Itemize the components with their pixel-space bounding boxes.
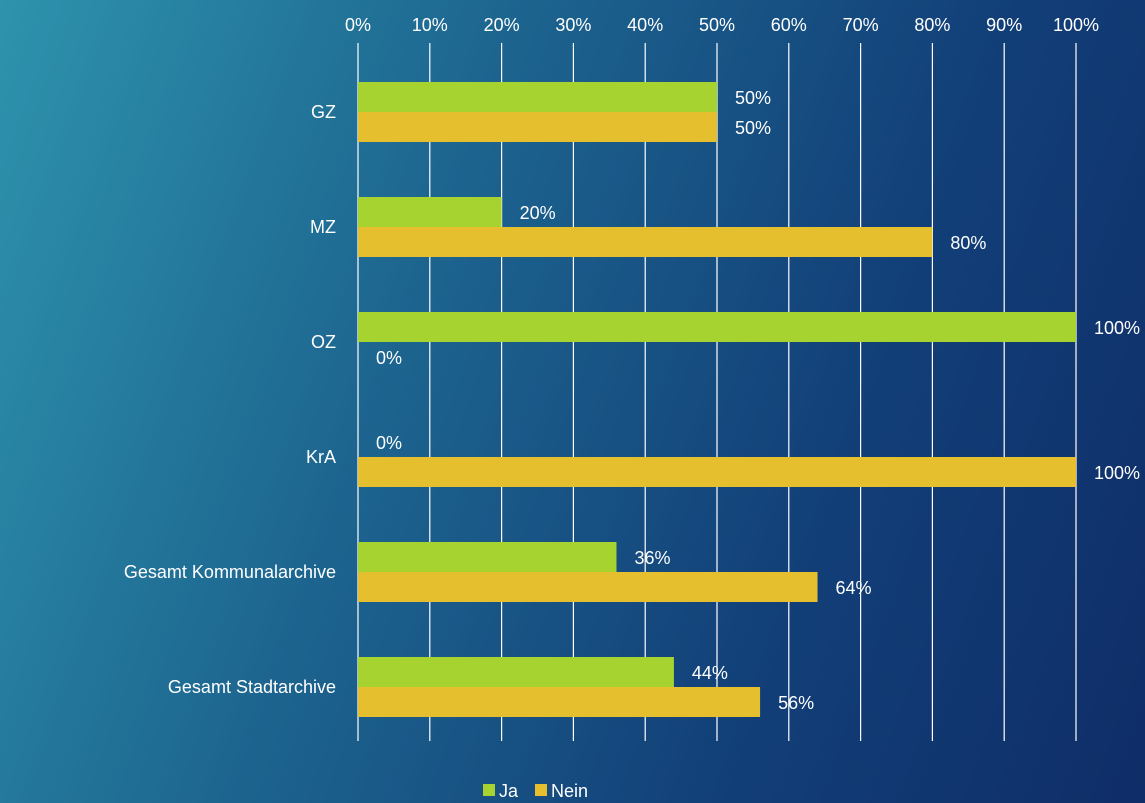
- x-tick-label: 40%: [627, 15, 663, 35]
- legend-swatch: [535, 784, 547, 796]
- x-tick-label: 80%: [914, 15, 950, 35]
- data-label: 50%: [735, 118, 771, 138]
- legend-label: Ja: [499, 781, 519, 801]
- bar-ja: [358, 542, 617, 572]
- data-label: 36%: [634, 548, 670, 568]
- x-tick-label: 30%: [555, 15, 591, 35]
- category-label: Gesamt Kommunalarchive: [124, 562, 336, 582]
- data-label: 20%: [520, 203, 556, 223]
- category-label: OZ: [311, 332, 336, 352]
- x-tick-label: 10%: [412, 15, 448, 35]
- category-label: GZ: [311, 102, 336, 122]
- x-tick-label: 0%: [345, 15, 371, 35]
- x-tick-label: 100%: [1053, 15, 1099, 35]
- bar-nein: [358, 687, 761, 717]
- data-label: 100%: [1094, 318, 1140, 338]
- data-label: 56%: [778, 693, 814, 713]
- category-label: MZ: [310, 217, 336, 237]
- legend-label: Nein: [551, 781, 588, 801]
- data-label: 50%: [735, 88, 771, 108]
- bar-nein: [358, 572, 818, 602]
- x-tick-label: 50%: [699, 15, 735, 35]
- x-tick-label: 60%: [771, 15, 807, 35]
- bar-ja: [358, 312, 1076, 342]
- bar-nein: [358, 227, 933, 257]
- x-tick-label: 90%: [986, 15, 1022, 35]
- data-label: 0%: [376, 433, 402, 453]
- bar-nein: [358, 112, 717, 142]
- category-label: Gesamt Stadtarchive: [168, 677, 336, 697]
- data-label: 100%: [1094, 463, 1140, 483]
- data-label: 80%: [950, 233, 986, 253]
- category-label: KrA: [306, 447, 336, 467]
- x-tick-label: 20%: [484, 15, 520, 35]
- data-label: 64%: [836, 578, 872, 598]
- legend-swatch: [483, 784, 495, 796]
- bar-ja: [358, 657, 674, 687]
- bar-ja: [358, 197, 502, 227]
- bar-nein: [358, 457, 1076, 487]
- data-label: 44%: [692, 663, 728, 683]
- x-tick-label: 70%: [843, 15, 879, 35]
- bar-ja: [358, 82, 717, 112]
- data-label: 0%: [376, 348, 402, 368]
